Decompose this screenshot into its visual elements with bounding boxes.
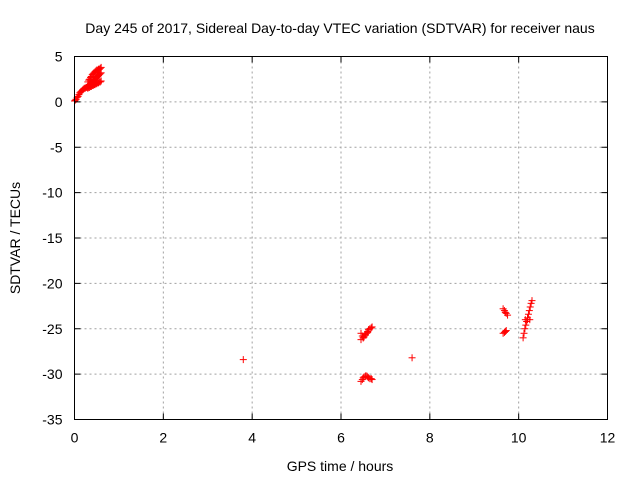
data-point: [357, 377, 365, 385]
y-tick-labels: 5 0 -5 -10 -15 -20 -25 -30 -35: [42, 49, 62, 428]
data-point: [358, 332, 366, 340]
x-tick-labels: 0 2 4 6 8 10 12: [71, 430, 616, 446]
x-tick-label: 0: [71, 430, 79, 446]
x-tick-label: 2: [159, 430, 167, 446]
data-point: [502, 309, 510, 317]
data-points: [71, 63, 536, 385]
data-point: [367, 324, 375, 332]
data-point: [364, 328, 372, 336]
data-point: [74, 92, 82, 100]
data-point: [499, 305, 507, 313]
y-tick-label: 0: [55, 94, 63, 110]
y-tick-label: -10: [42, 185, 62, 201]
y-tick-label: 5: [55, 49, 63, 65]
y-axis-label: SDTVAR / TECUs: [7, 182, 23, 294]
data-point: [95, 65, 103, 73]
data-point: [526, 316, 534, 324]
data-point: [408, 354, 416, 362]
data-point: [524, 310, 532, 318]
data-point: [526, 303, 534, 311]
x-tick-label: 12: [600, 430, 616, 446]
y-tick-label: -20: [42, 275, 62, 291]
data-point: [239, 356, 247, 364]
x-tick-label: 4: [248, 430, 256, 446]
y-tick-label: -5: [50, 139, 63, 155]
data-point: [504, 311, 512, 319]
data-point: [501, 327, 509, 335]
data-point: [520, 329, 528, 337]
data-point: [519, 334, 527, 342]
data-point: [528, 297, 536, 305]
chart-title: Day 245 of 2017, Sidereal Day-to-day VTE…: [85, 20, 594, 36]
y-tick-label: -15: [42, 230, 62, 246]
data-point: [97, 63, 105, 71]
data-point: [525, 307, 533, 315]
x-axis-label: GPS time / hours: [287, 458, 394, 474]
y-tick-label: -30: [42, 366, 62, 382]
axis-ticks: [74, 56, 608, 420]
y-tick-label: -25: [42, 321, 62, 337]
data-point: [363, 329, 371, 337]
data-point: [521, 325, 529, 333]
data-point: [368, 323, 376, 331]
data-point: [500, 328, 508, 336]
data-point: [96, 64, 104, 72]
data-point: [97, 77, 105, 85]
data-point: [359, 334, 367, 342]
data-point: [367, 375, 375, 383]
data-point: [368, 376, 376, 384]
data-point: [523, 317, 531, 325]
y-tick-label: -35: [42, 412, 62, 428]
x-tick-label: 6: [337, 430, 345, 446]
data-point: [502, 327, 510, 335]
x-tick-label: 8: [426, 430, 434, 446]
x-tick-label: 10: [511, 430, 527, 446]
grid-lines: [74, 56, 608, 420]
data-point: [96, 78, 104, 86]
